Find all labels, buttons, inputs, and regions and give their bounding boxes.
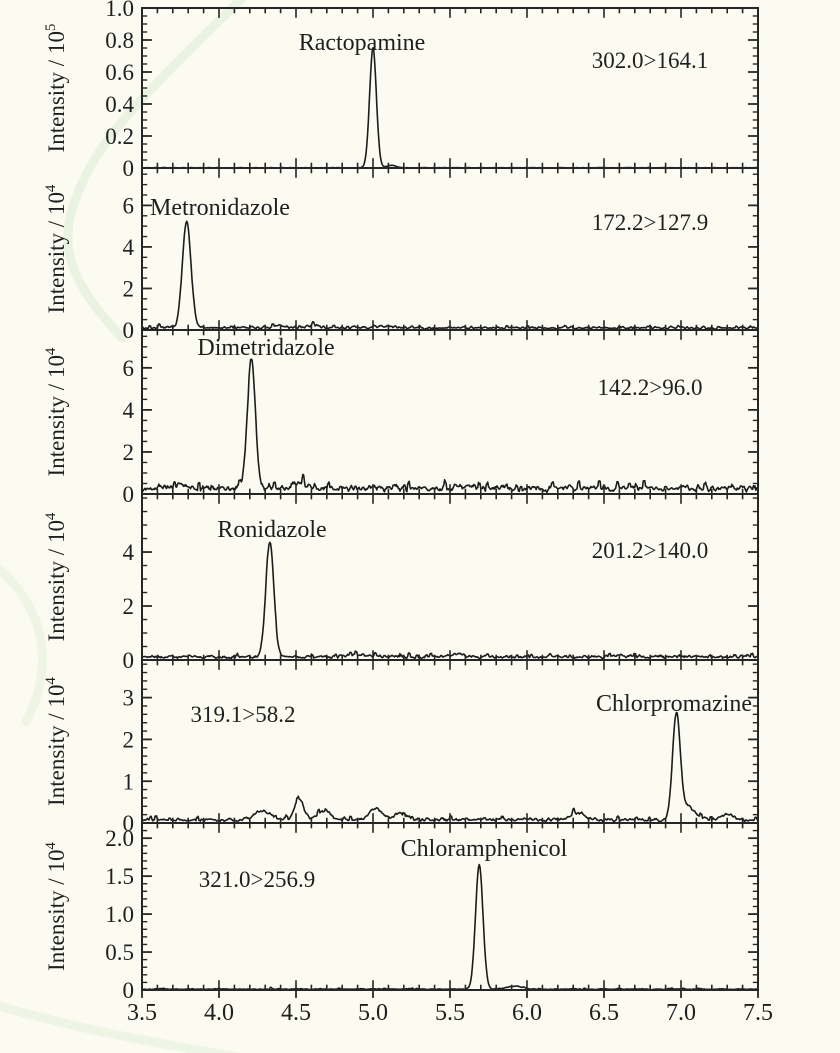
x-tick-label: 4.0: [204, 1000, 234, 1026]
x-tick-label: 7.0: [666, 1000, 696, 1026]
y-axis-title-panel-5: Intensity / 104: [43, 677, 69, 806]
y-tick-label: 1.5: [105, 864, 134, 889]
y-tick-label: 0.5: [105, 940, 134, 965]
y-axis-title-panel-1: Intensity / 105: [43, 24, 69, 153]
y-axis-title-panel-6: Intensity / 104: [43, 842, 69, 971]
x-tick-label: 4.5: [281, 1000, 311, 1026]
y-tick-label: 2: [123, 440, 135, 465]
y-tick-label: 0.6: [105, 60, 134, 85]
y-tick-label: 0: [123, 318, 135, 343]
y-tick-label: 2: [123, 594, 135, 619]
x-tick-label: 3.5: [127, 1000, 157, 1026]
compound-label-chlorpromazine: Chlorpromazine: [596, 691, 752, 717]
y-tick-label: 0: [123, 156, 135, 181]
trace-chlorpromazine: [141, 711, 759, 823]
annotation-labels: Ractopamine 302.0>164.1 Metronidazole 17…: [43, 24, 752, 971]
transition-label-chlorpromazine: 319.1>58.2: [191, 702, 296, 727]
transition-label-ractopamine: 302.0>164.1: [592, 48, 708, 73]
y-tick-label: 4: [123, 235, 135, 260]
y-tick-label: 3: [123, 686, 135, 711]
y-tick-label: 0: [123, 811, 135, 836]
watermark: [0, 0, 247, 1053]
transition-label-ronidazole: 201.2>140.0: [592, 538, 708, 563]
y-tick-label: 2: [123, 727, 135, 752]
y-tick-label: 6: [123, 356, 135, 381]
compound-label-metronidazole: Metronidazole: [150, 195, 290, 221]
y-tick-label: 0.8: [105, 28, 134, 53]
y-tick-label: 1.0: [105, 0, 134, 21]
x-tick-label: 6.5: [589, 1000, 619, 1026]
y-axis-title-panel-2: Intensity / 104: [43, 184, 69, 313]
x-tick-label: 5.5: [435, 1000, 465, 1026]
axes: [141, 7, 759, 998]
y-tick-label: 4: [123, 540, 135, 565]
compound-label-ractopamine: Ractopamine: [299, 30, 426, 56]
y-tick-label: 0: [123, 482, 135, 507]
compound-label-chloramphenicol: Chloramphenicol: [401, 836, 568, 862]
y-tick-label: 0.4: [105, 92, 134, 117]
y-tick-label: 6: [123, 193, 135, 218]
compound-label-ronidazole: Ronidazole: [217, 517, 326, 543]
compound-label-dimetridazole: Dimetridazole: [197, 335, 334, 361]
y-tick-label: 1: [123, 769, 135, 794]
y-tick-label: 4: [123, 398, 135, 423]
y-axis-title-panel-3: Intensity / 104: [43, 347, 69, 476]
transition-label-metronidazole: 172.2>127.9: [592, 210, 708, 235]
y-tick-label: 2.0: [105, 826, 134, 851]
transition-label-dimetridazole: 142.2>96.0: [598, 375, 703, 400]
y-tick-label: 2: [123, 277, 135, 302]
x-tick-label: 7.5: [743, 1000, 773, 1026]
y-tick-label: 0: [123, 978, 135, 1003]
y-tick-label: 1.0: [105, 902, 134, 927]
tick-labels: 0 0.2 0.4 0.6 0.8 1.0 0 2 4 6 0 2 4 6 0 2 4 0 1 2 3 0 0.5 1.0 1.…: [105, 0, 773, 1026]
y-tick-label: 0.2: [105, 124, 134, 149]
y-tick-label: 0: [123, 648, 135, 673]
y-axis-title-panel-4: Intensity / 104: [43, 512, 69, 641]
trace-metronidazole: [141, 220, 759, 331]
x-tick-label: 6.0: [512, 1000, 542, 1026]
transition-label-chloramphenicol: 321.0>256.9: [199, 867, 315, 892]
x-tick-label: 5.0: [358, 1000, 388, 1026]
